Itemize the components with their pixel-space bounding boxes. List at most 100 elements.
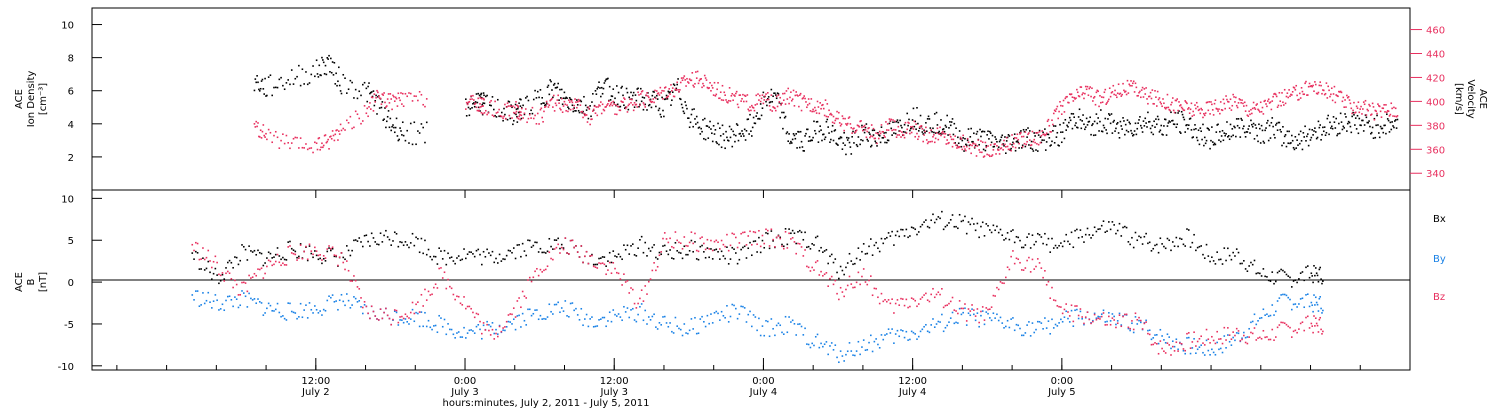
point-Bx (493, 261, 496, 264)
point-velocity (1147, 102, 1149, 105)
point-By (1312, 310, 1314, 313)
point-density (498, 115, 500, 118)
point-Bx (1063, 240, 1066, 243)
point-Bx (756, 251, 758, 253)
point-velocity (904, 121, 907, 124)
point-By (587, 325, 590, 328)
point-velocity (1299, 97, 1302, 99)
point-Bz (1301, 321, 1304, 323)
point-Bx (788, 228, 790, 230)
point-Bz (493, 338, 496, 340)
point-By (1200, 344, 1202, 347)
point-density (802, 149, 805, 152)
point-density (310, 73, 313, 76)
point-By (813, 344, 815, 347)
point-density (815, 121, 818, 123)
point-Bz (377, 319, 380, 321)
point-density (328, 54, 330, 57)
point-density (852, 130, 854, 133)
point-Bz (1276, 326, 1279, 329)
point-By (468, 329, 471, 332)
point-density (1239, 136, 1242, 138)
point-Bz (701, 236, 703, 238)
point-velocity (1270, 108, 1273, 111)
point-velocity (632, 109, 635, 112)
point-velocity (1207, 109, 1210, 112)
point-density (738, 133, 741, 135)
point-velocity (611, 104, 614, 107)
point-velocity (566, 104, 568, 106)
point-velocity (814, 106, 816, 109)
point-By (600, 318, 602, 320)
point-velocity (546, 103, 549, 105)
point-Bz (226, 270, 229, 273)
point-density (753, 122, 756, 124)
point-density (1119, 120, 1122, 123)
point-By (839, 350, 842, 352)
point-velocity (1044, 134, 1046, 137)
point-velocity (1062, 99, 1065, 102)
point-velocity (1137, 94, 1139, 97)
point-By (1163, 339, 1165, 341)
point-Bx (683, 245, 686, 248)
point-By (436, 331, 439, 334)
point-velocity (884, 136, 886, 138)
point-Bz (393, 309, 396, 311)
point-velocity (757, 93, 759, 95)
point-velocity (1276, 106, 1279, 108)
point-By (905, 330, 908, 333)
point-Bx (539, 247, 542, 250)
point-density (1054, 125, 1057, 127)
point-density (1063, 137, 1066, 140)
point-By (1061, 320, 1064, 323)
point-velocity (1217, 110, 1219, 112)
point-density (321, 56, 323, 59)
point-density (510, 104, 512, 107)
point-density (1248, 125, 1250, 127)
point-velocity (690, 79, 693, 82)
point-By (257, 298, 259, 300)
point-density (1013, 133, 1016, 135)
point-Bx (647, 247, 650, 250)
point-Bz (1243, 334, 1245, 337)
point-density (366, 100, 369, 103)
point-Bx (1230, 258, 1233, 261)
point-velocity (1258, 109, 1260, 112)
point-velocity (1132, 80, 1135, 83)
point-By (294, 312, 297, 314)
point-Bz (1024, 267, 1027, 269)
point-By (695, 332, 698, 335)
point-density (663, 98, 666, 101)
point-Bz (1259, 336, 1261, 339)
point-velocity (481, 105, 484, 107)
point-density (298, 64, 300, 67)
point-Bx (1180, 238, 1183, 240)
point-Bz (1088, 318, 1091, 321)
point-By (1314, 304, 1316, 306)
point-Bx (822, 251, 824, 253)
point-By (980, 314, 982, 317)
point-velocity (568, 99, 570, 101)
point-density (570, 99, 573, 101)
point-Bx (644, 241, 647, 244)
point-velocity (342, 127, 345, 130)
point-velocity (579, 104, 582, 106)
point-By (981, 310, 984, 312)
point-velocity (517, 106, 520, 108)
point-density (547, 84, 550, 87)
point-By (1070, 309, 1073, 312)
point-density (600, 95, 602, 98)
point-velocity (373, 93, 376, 95)
point-Bx (457, 255, 460, 257)
point-velocity (1155, 96, 1157, 99)
point-density (534, 89, 536, 92)
point-Bz (383, 311, 385, 314)
point-By (337, 308, 339, 311)
point-Bz (893, 312, 895, 314)
point-density (361, 83, 364, 86)
point-density (829, 141, 831, 144)
point-velocity (1212, 114, 1215, 116)
point-velocity (523, 112, 526, 115)
point-By (624, 311, 627, 313)
point-velocity (720, 99, 723, 101)
